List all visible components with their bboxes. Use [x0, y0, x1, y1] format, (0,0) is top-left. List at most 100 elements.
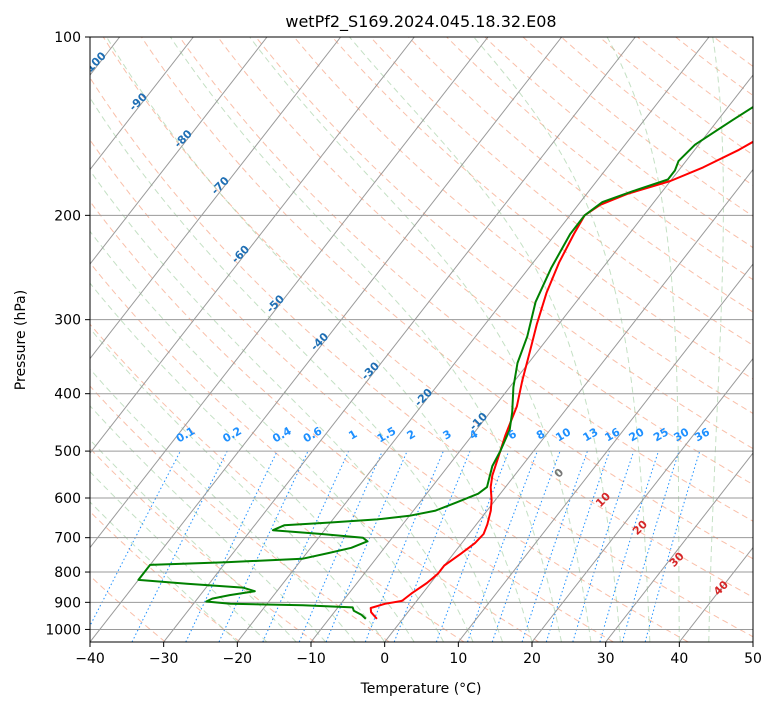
moist-adiabat [90, 97, 503, 642]
background-lines [90, 37, 753, 642]
grid-lines [90, 37, 753, 642]
moist-adiabat [473, 37, 651, 642]
mixing-ratio-label: 16 [603, 425, 623, 444]
dry-adiabat [293, 37, 753, 415]
y-tick-label: 500 [54, 444, 81, 460]
isotherm-line [236, 37, 710, 642]
mixing-ratio-label: 0.1 [174, 424, 197, 445]
isotherm-line [752, 641, 753, 642]
mixing-ratio-line [491, 450, 561, 642]
x-tick-label: −20 [223, 651, 253, 667]
moist-adiabat [349, 37, 621, 642]
moist-adiabat [90, 169, 474, 642]
profile-line [369, 140, 753, 620]
isotherm-line [384, 168, 753, 642]
dry-adiabat [179, 37, 753, 522]
mixing-ratio-label: 13 [581, 425, 601, 444]
plot-frame [89, 36, 754, 643]
dry-adiabat [90, 76, 753, 638]
mixing-ratio-label: 1 [346, 427, 359, 442]
mixing-ratio-line [262, 450, 350, 642]
mixing-ratio-line [621, 450, 680, 642]
moist-adiabat [90, 439, 297, 642]
isotherm-line [90, 37, 563, 642]
isotherm-line [163, 37, 636, 642]
dry-adiabat [90, 510, 241, 642]
moist-adiabat-label: 0 [552, 466, 567, 481]
dry-adiabat [675, 37, 753, 97]
mixing-ratio-line [131, 450, 228, 642]
dry-adiabat [90, 200, 614, 642]
mixing-ratio-label: 25 [651, 425, 671, 444]
mixing-ratio-label: 36 [692, 425, 712, 444]
dry-adiabat [560, 37, 753, 186]
dry-adiabat [90, 385, 390, 642]
isotherm-label: -70 [209, 174, 232, 197]
dry-adiabat [90, 323, 465, 642]
y-tick-label: 900 [54, 595, 81, 611]
mixing-ratio-line [644, 450, 701, 642]
moist-adiabat [606, 37, 680, 642]
isotherm-label: -80 [172, 127, 195, 150]
dry-adiabat [217, 37, 753, 486]
x-tick-label: −30 [149, 651, 179, 667]
isotherm-line [90, 37, 268, 265]
y-tick-label: 100 [54, 30, 81, 46]
dry-adiabat [102, 37, 753, 598]
moist-adiabat [169, 37, 562, 642]
y-tick-label: 700 [54, 531, 81, 547]
moist-adiabat [708, 37, 724, 642]
moist-adiabat [90, 501, 238, 642]
mixing-ratio-line [325, 450, 408, 642]
profile-line [137, 105, 753, 620]
y-tick-label: 800 [54, 565, 81, 581]
moist-adiabat-label: 10 [593, 490, 613, 510]
series-group [137, 105, 753, 620]
dry-adiabat [90, 139, 689, 642]
y-tick-label: 400 [54, 387, 81, 403]
x-tick-label: 0 [380, 651, 389, 667]
y-tick-label: 600 [54, 491, 81, 507]
dry-adiabat [90, 262, 540, 642]
y-axis-label: Pressure (hPa) [13, 290, 29, 390]
moist-adiabat-label: 40 [711, 578, 731, 598]
isotherm-label: -60 [229, 243, 252, 266]
mixing-ratio-line [218, 450, 309, 642]
y-tick-label: 300 [54, 313, 81, 329]
x-tick-label: 30 [597, 651, 615, 667]
isotherm-line [457, 263, 753, 642]
isotherm-line [605, 452, 753, 642]
dry-adiabat [141, 37, 753, 560]
dry-adiabat [90, 575, 166, 642]
x-axis: −40 −30 −20 −10 0 10 20 30 40 50 [75, 642, 762, 667]
isotherm-line [90, 37, 342, 360]
mixing-ratio-label: 2 [405, 427, 418, 442]
moist-adiabat [249, 37, 592, 642]
mixing-ratio-label: 6 [506, 427, 519, 442]
isotherm-line [531, 357, 753, 642]
mixing-ratio-label: 20 [627, 425, 647, 444]
isotherm-label: -90 [127, 90, 150, 113]
moist-adiabat [90, 368, 356, 642]
mixing-ratio-line [572, 450, 635, 642]
mixing-ratio-line [467, 450, 538, 642]
dry-adiabat [522, 37, 753, 217]
mixing-ratio-line [298, 450, 383, 642]
mixing-ratio-label: 0.6 [301, 424, 325, 445]
mixing-ratio-line [521, 450, 588, 642]
dry-adiabat [90, 447, 315, 642]
x-tick-label: −40 [75, 651, 105, 667]
isotherm-line [90, 37, 489, 549]
moist-adiabat-label: 20 [630, 517, 650, 537]
isotherm-line [310, 74, 753, 642]
mixing-ratio-label: 0.4 [270, 424, 294, 445]
isotherm-line [90, 37, 415, 454]
dry-adiabat [408, 37, 753, 313]
isotherm-line [90, 37, 194, 171]
dry-adiabat [637, 37, 753, 126]
mixing-ratio-label: 1.5 [375, 424, 398, 445]
moist-adiabat [106, 37, 533, 642]
x-axis-label: Temperature (°C) [360, 681, 482, 697]
x-tick-label: 20 [523, 651, 541, 667]
